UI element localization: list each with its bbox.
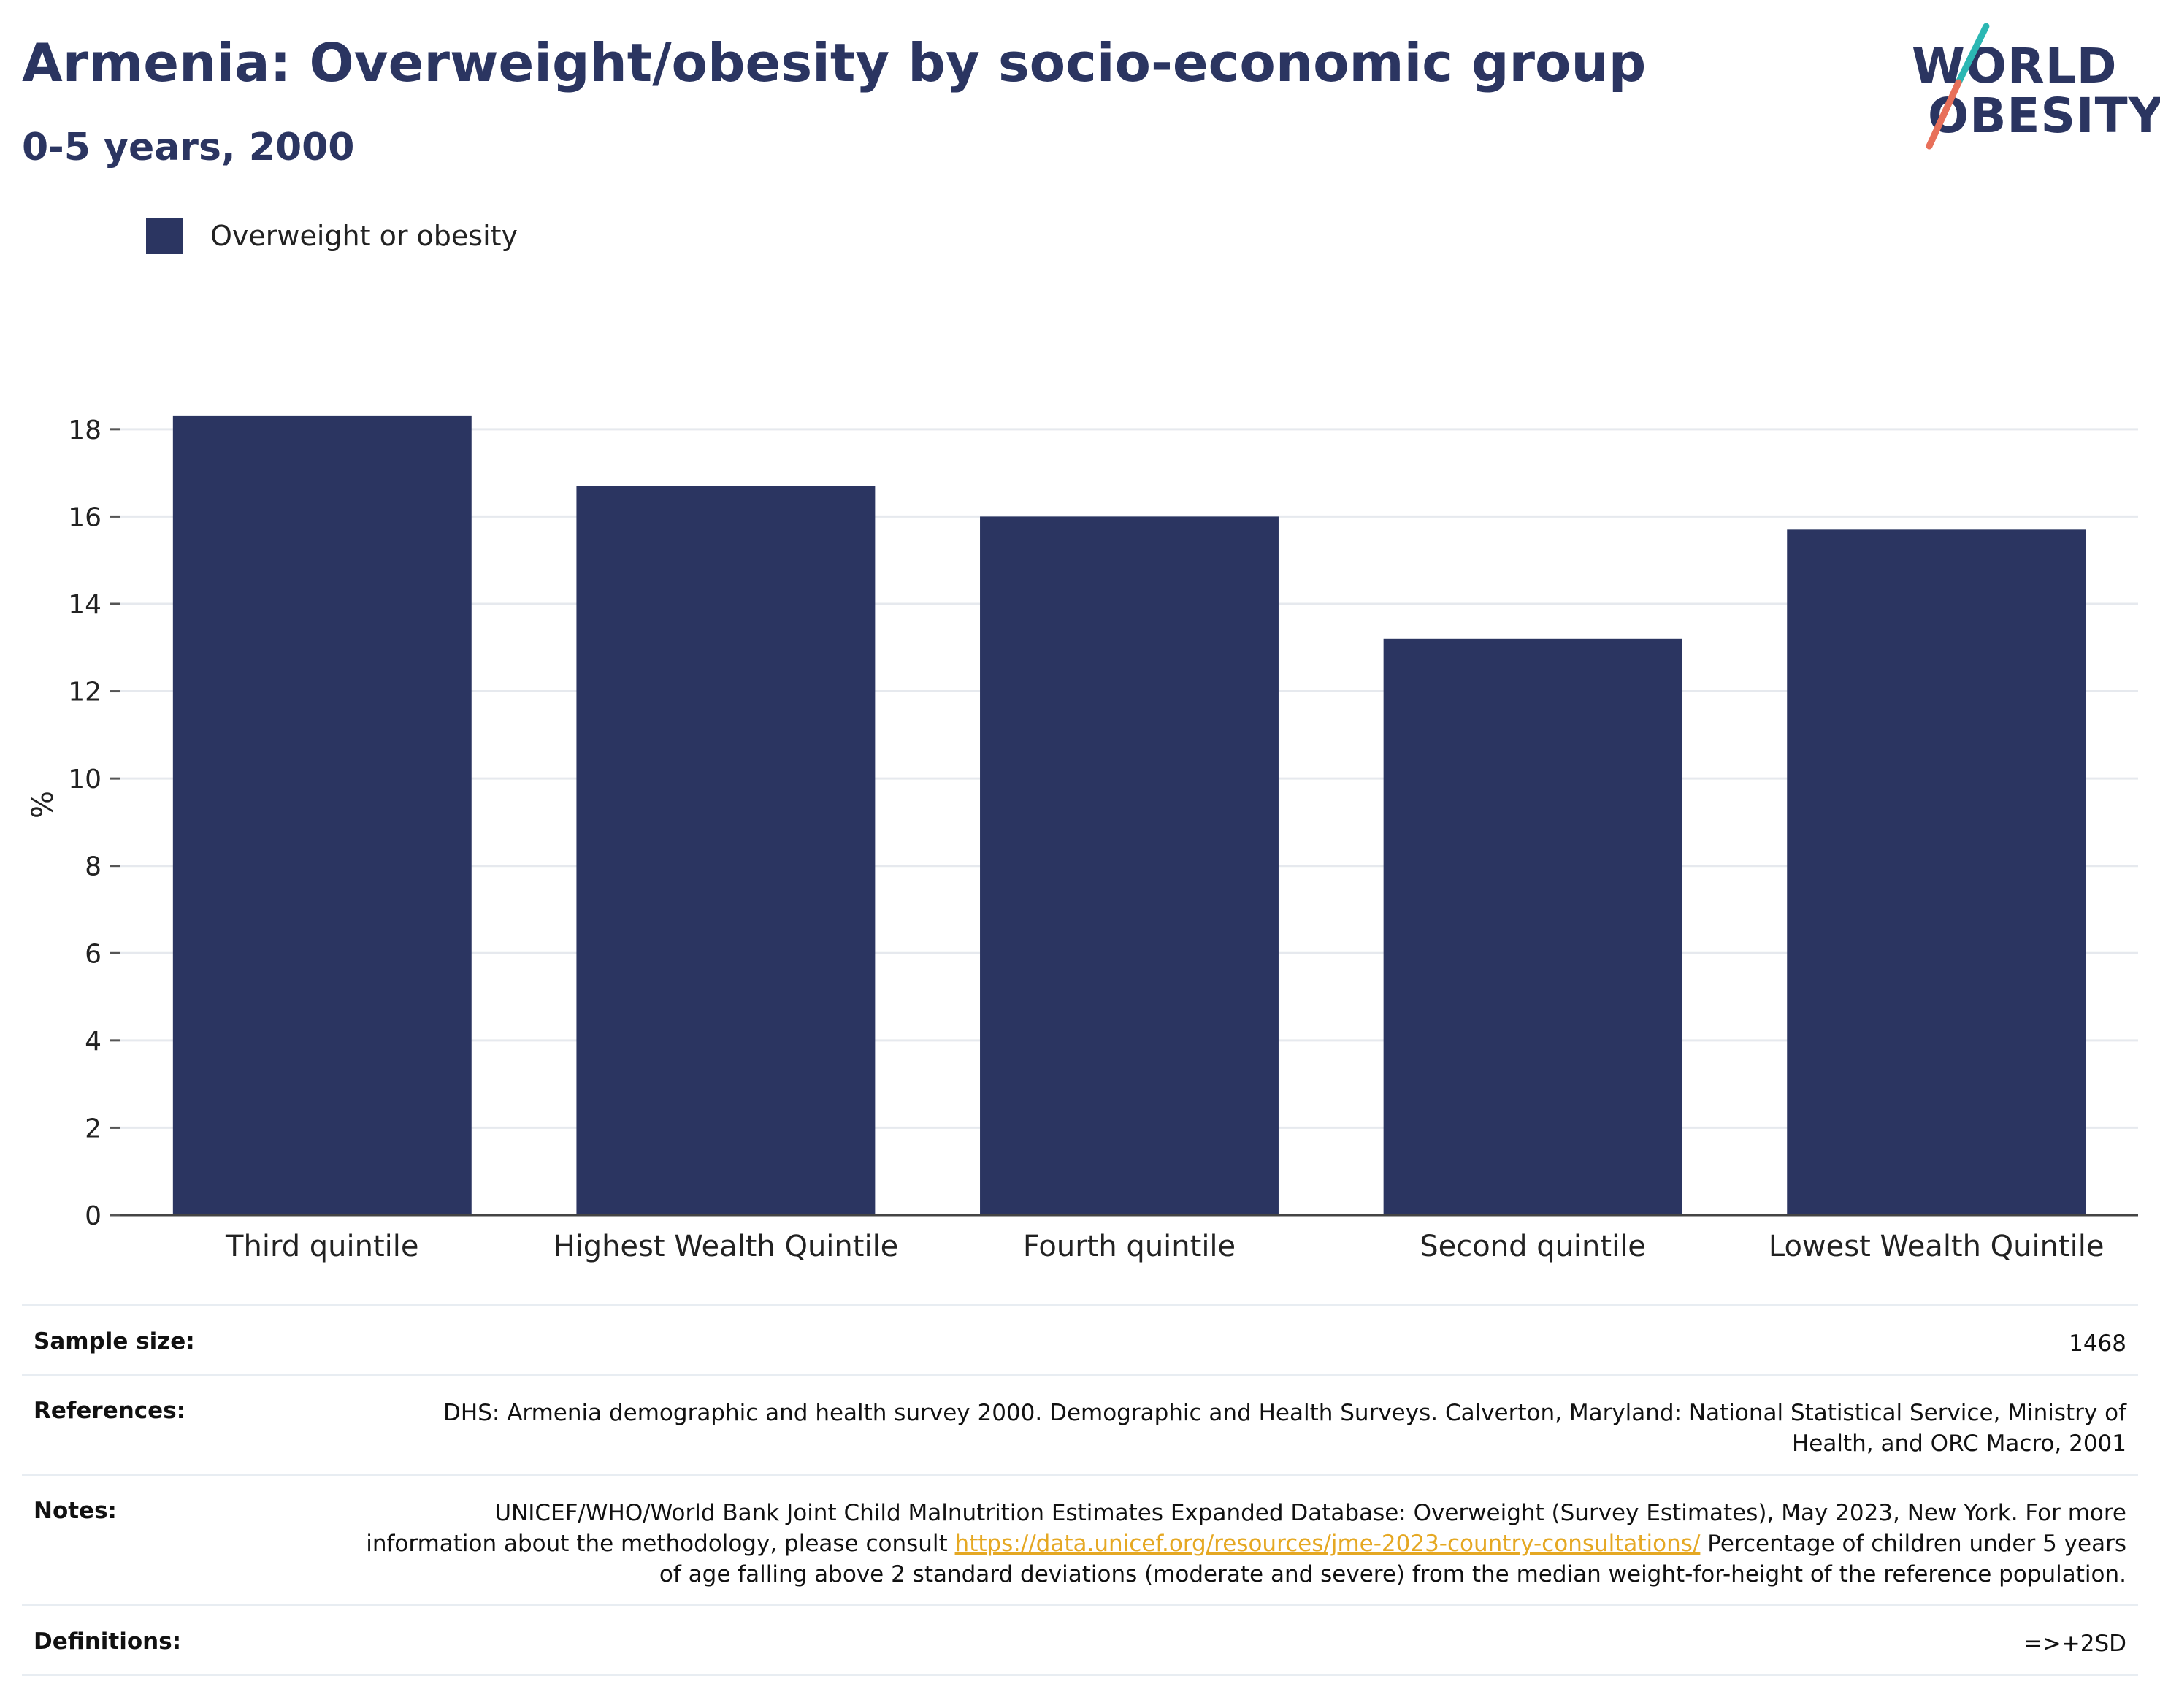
y-tick-label: 2	[85, 1114, 102, 1144]
sample-size-value: 1468	[2069, 1330, 2126, 1357]
logo-slash-icon	[1926, 23, 1990, 150]
definitions-label: Definitions:	[34, 1628, 182, 1655]
x-tick-label: Lowest Wealth Quintile	[1769, 1230, 2105, 1263]
sample-size-label: Sample size:	[34, 1328, 195, 1355]
bar	[172, 415, 472, 1216]
definitions-value: =>+2SD	[2023, 1631, 2126, 1657]
y-tick-label: 0	[85, 1201, 102, 1231]
references-value: DHS: Armenia demographic and health surv…	[443, 1400, 2126, 1457]
references-label: References:	[34, 1398, 186, 1424]
y-tick-label: 12	[68, 678, 102, 708]
notes-value: UNICEF/WHO/World Bank Joint Child Malnut…	[352, 1475, 2138, 1606]
sample-size-row: Sample size: 1468	[22, 1305, 2138, 1375]
y-tick-label: 8	[85, 852, 102, 882]
x-tick-label: Third quintile	[225, 1230, 418, 1263]
bar	[1787, 529, 2086, 1215]
y-axis-label: %	[26, 791, 60, 819]
definitions-row: Definitions: =>+2SD	[22, 1605, 2138, 1675]
x-tick-label: Highest Wealth Quintile	[554, 1230, 899, 1263]
x-tick-label: Fourth quintile	[1023, 1230, 1236, 1263]
notes-row: Notes: UNICEF/WHO/World Bank Joint Child…	[22, 1474, 2138, 1606]
references-row: References: DHS: Armenia demographic and…	[22, 1374, 2138, 1475]
chart-subtitle: 0-5 years, 2000	[22, 126, 355, 169]
y-tick-label: 10	[68, 765, 102, 794]
chart-title: Armenia: Overweight/obesity by socio-eco…	[22, 32, 1647, 93]
world-obesity-logo: WORLD OBESITY	[1899, 20, 2160, 159]
bar-chart: 0 2 4 6 8 10 12 14 16 18% Third quintile Highest We…	[26, 415, 2138, 1263]
legend-swatch	[146, 218, 183, 254]
y-tick-label: 16	[68, 502, 102, 532]
x-tick-label: Second quintile	[1420, 1230, 1646, 1263]
notes-text-before: UNICEF/WHO/World Bank Joint Child Malnut…	[366, 1500, 2126, 1557]
notes-link[interactable]: https://data.unicef.org/resources/jme-20…	[954, 1531, 1701, 1557]
y-tick-label: 4	[85, 1027, 102, 1057]
y-tick-label: 6	[85, 939, 102, 969]
chart-legend: Overweight or obesity	[146, 218, 518, 254]
y-tick-label: 18	[68, 415, 102, 445]
bar	[1383, 638, 1682, 1215]
notes-text-after: Percentage of children under 5 years of …	[659, 1531, 2126, 1588]
logo-line1: WORLD	[1912, 38, 2118, 94]
bar	[576, 486, 876, 1215]
bar	[980, 516, 1279, 1215]
legend-label: Overweight or obesity	[210, 220, 518, 252]
y-tick-label: 14	[68, 590, 102, 620]
info-table: Sample size: 1468 References: DHS: Armen…	[22, 1304, 2138, 1676]
logo-line2: OBESITY	[1928, 88, 2160, 144]
notes-label: Notes:	[34, 1498, 117, 1524]
